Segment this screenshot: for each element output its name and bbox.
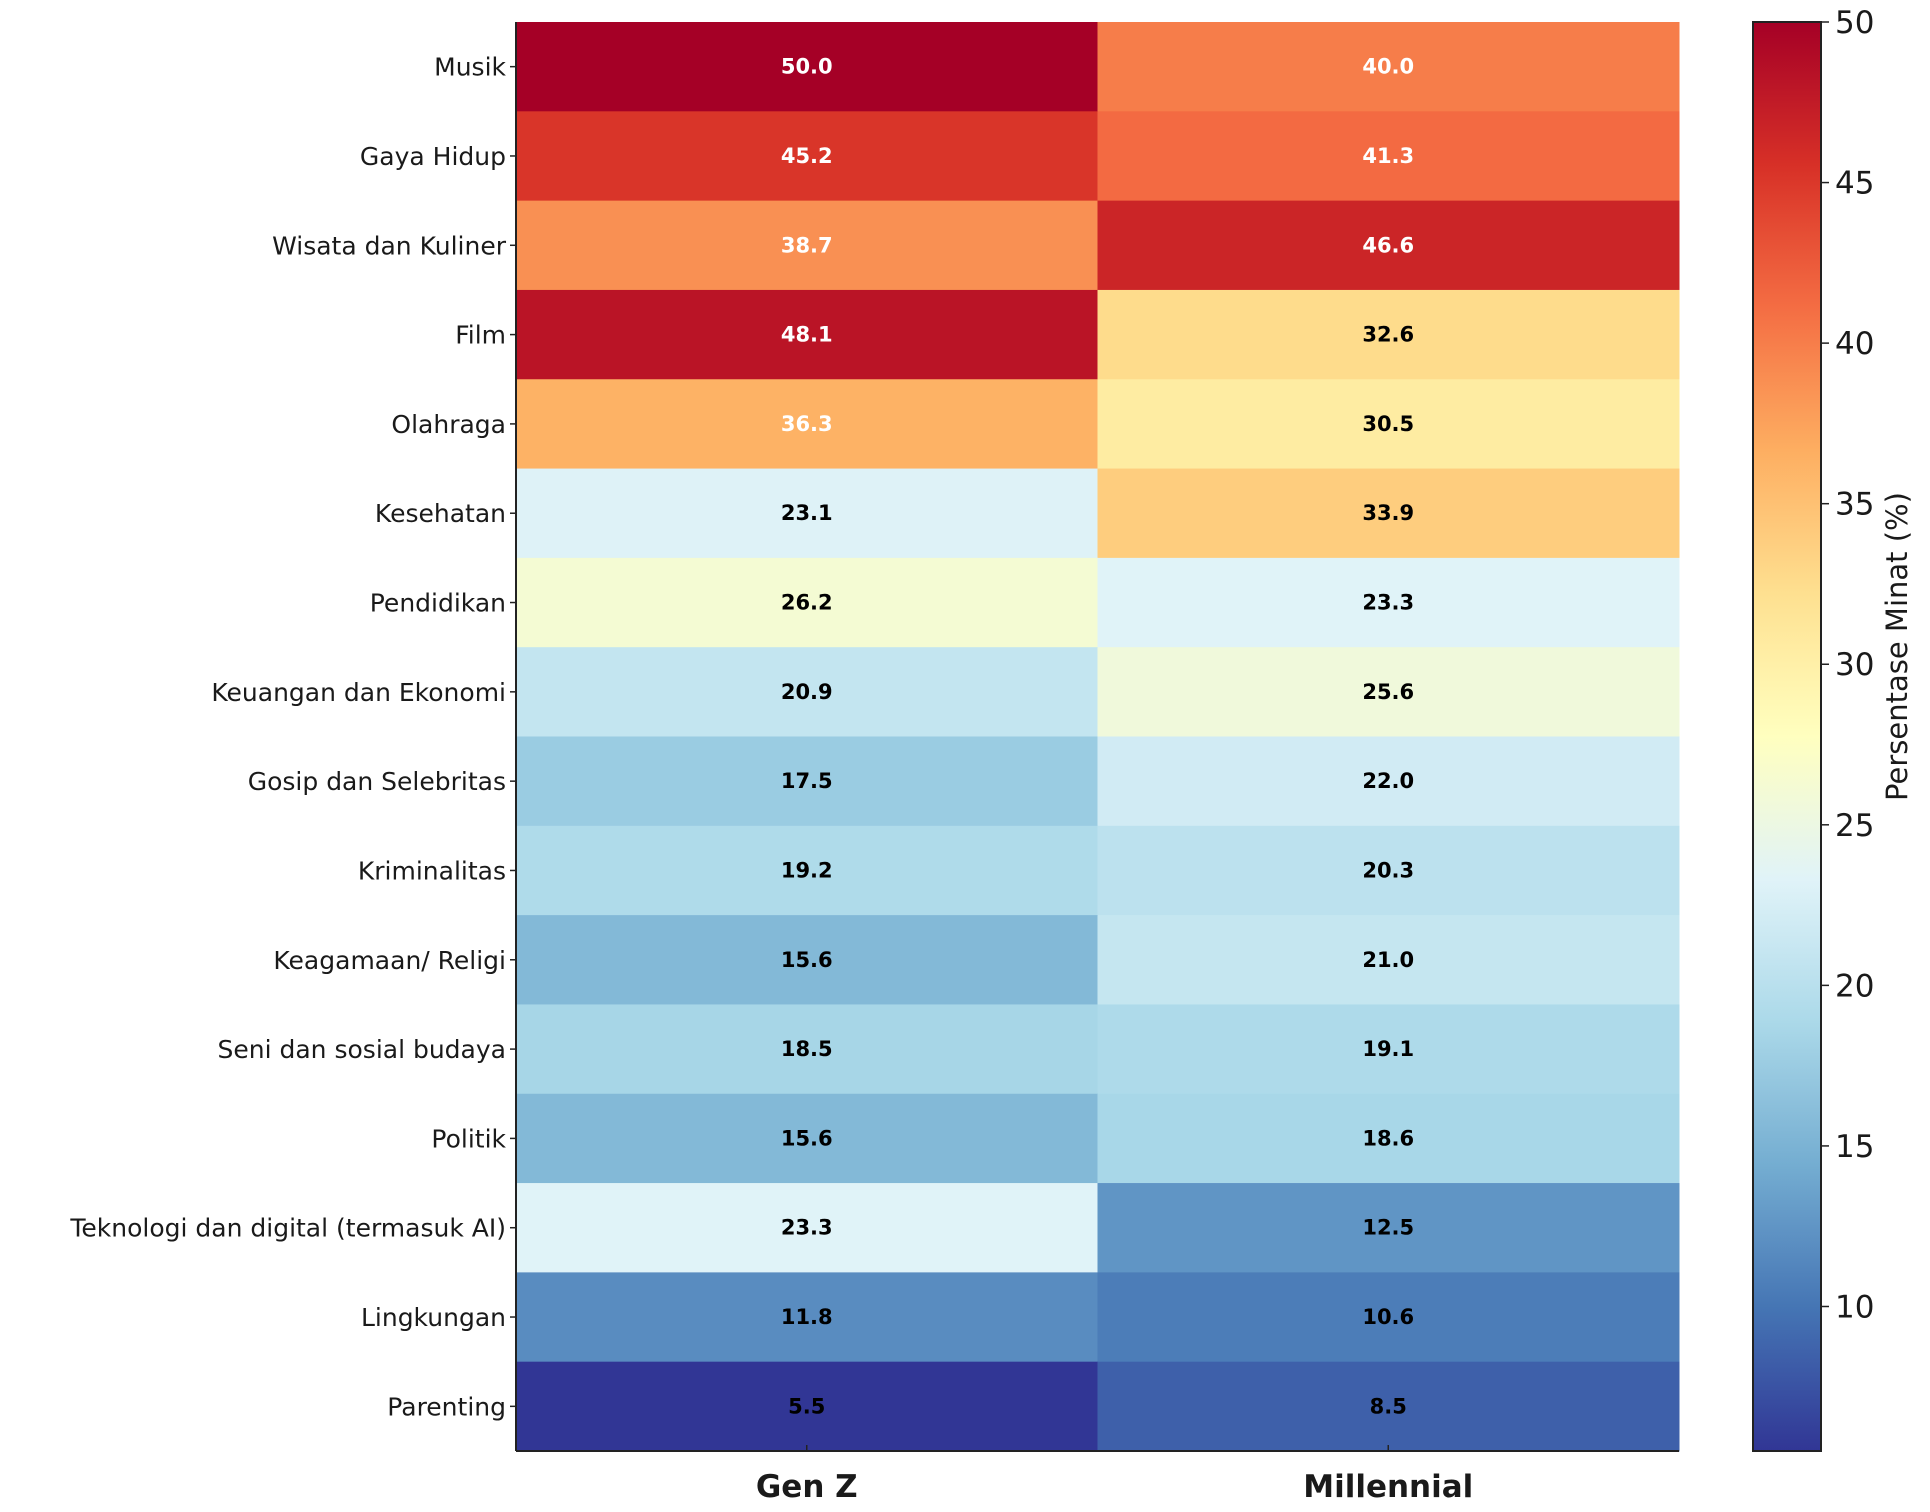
heatmap-cell: [516, 825, 1098, 916]
heatmap-cell: [1097, 647, 1680, 737]
colorbar-tick-label: 35: [1835, 487, 1874, 523]
heatmap-cell: [1097, 557, 1680, 648]
heatmap-cell: [516, 736, 1098, 827]
cell-value-label: 5.5: [788, 1394, 825, 1418]
column-label: Gen Z: [756, 1469, 858, 1505]
colorbar-tick-label: 10: [1835, 1289, 1874, 1325]
row-label: Film: [455, 321, 506, 350]
colorbar: 10 15 20 25 30 35 40 45 50 Persentase Minat (%): [1752, 5, 1914, 1452]
heatmap-cell: [1097, 1361, 1680, 1452]
heatmap-cell: [1097, 825, 1680, 916]
column-labels: Gen Z Millennial: [756, 1445, 1473, 1505]
row-label: Keagamaan/ Religi: [273, 946, 506, 975]
cell-value-label: 11.8: [781, 1305, 833, 1329]
heatmap-cell: [516, 111, 1098, 202]
heatmap-cell: [516, 1272, 1098, 1363]
cell-value-label: 32.6: [1362, 323, 1414, 347]
cell-value-label: 22.0: [1362, 769, 1414, 793]
cell-value-label: 33.9: [1362, 501, 1414, 525]
colorbar-tick-label: 25: [1835, 808, 1874, 844]
cell-value-label: 19.2: [781, 858, 833, 882]
row-labels: Musik Gaya Hidup Wisata dan Kuliner Film Ola…: [69, 53, 516, 1421]
colorbar-tick-label: 45: [1835, 166, 1874, 202]
heatmap-cell: [1097, 1272, 1680, 1363]
cell-value-label: 36.3: [781, 412, 833, 436]
heatmap-cell: [1097, 468, 1680, 559]
column-label: Millennial: [1303, 1469, 1473, 1505]
cell-value-label: 40.0: [1362, 55, 1414, 79]
heatmap-cell: [516, 1183, 1098, 1273]
cell-value-label: 12.5: [1362, 1216, 1414, 1240]
row-label: Teknologi dan digital (termasuk AI): [69, 1214, 506, 1243]
colorbar-tick-label: 40: [1835, 326, 1874, 362]
heatmap-cell: [1097, 915, 1680, 1005]
heatmap-cell: [1097, 736, 1680, 827]
row-label: Olahraga: [391, 410, 506, 439]
cell-value-label: 46.6: [1362, 233, 1414, 257]
cell-value-label: 38.7: [781, 233, 833, 257]
heatmap-cell: [516, 289, 1098, 380]
colorbar-label: Persentase Minat (%): [1880, 492, 1914, 801]
colorbar-tick-label: 50: [1835, 5, 1874, 41]
heatmap-cell: [516, 1093, 1098, 1184]
cell-value-label: 18.5: [781, 1037, 833, 1061]
cell-value-label: 25.6: [1362, 680, 1414, 704]
cell-value-label: 18.6: [1362, 1126, 1414, 1150]
heatmap-cell: [516, 1361, 1098, 1452]
row-label: Pendidikan: [370, 589, 506, 618]
colorbar-tick-label: 30: [1835, 647, 1874, 683]
row-label: Keuangan dan Ekonomi: [211, 678, 506, 707]
cell-value-label: 23.3: [781, 1216, 833, 1240]
heatmap-cell: [516, 647, 1098, 737]
heatmap-cell: [1097, 289, 1680, 380]
row-label: Kesehatan: [375, 499, 506, 528]
heatmap-cell: [1097, 1004, 1680, 1095]
row-label: Parenting: [387, 1392, 506, 1421]
heatmap-cell: [1097, 1183, 1680, 1273]
row-label: Wisata dan Kuliner: [272, 231, 507, 260]
cell-value-label: 21.0: [1362, 948, 1414, 972]
row-label: Kriminalitas: [358, 856, 506, 885]
cell-value-label: 10.6: [1362, 1305, 1414, 1329]
row-label: Lingkungan: [361, 1303, 506, 1332]
colorbar-tick-label: 20: [1835, 968, 1874, 1004]
heatmap-cell: [516, 557, 1098, 648]
cell-value-label: 15.6: [781, 1126, 833, 1150]
heatmap-cell: [516, 200, 1098, 291]
heatmap-cell: [1097, 379, 1680, 470]
heatmap-cell: [1097, 111, 1680, 202]
cell-value-label: 30.5: [1362, 412, 1414, 436]
cell-value-label: 48.1: [781, 323, 833, 347]
cell-value-label: 8.5: [1370, 1394, 1407, 1418]
heatmap-cell: [1097, 22, 1680, 112]
heatmap-cell: [516, 22, 1098, 112]
cell-value-label: 15.6: [781, 948, 833, 972]
row-label: Seni dan sosial budaya: [218, 1035, 507, 1064]
cell-value-label: 41.3: [1362, 144, 1414, 168]
row-label: Politik: [431, 1124, 506, 1153]
heatmap-cells: 50.0 40.0 45.2 41.3 38.7 46.6 48.1 32.6 36.3 30.5…: [515, 22, 1680, 1452]
colorbar-tick-label: 15: [1835, 1129, 1874, 1165]
heatmap-cell: [516, 468, 1098, 559]
heatmap-cell: [1097, 1093, 1680, 1184]
row-label: Gaya Hidup: [360, 142, 506, 171]
cell-value-label: 19.1: [1362, 1037, 1414, 1061]
colorbar-gradient: [1752, 21, 1822, 1452]
cell-value-label: 23.3: [1362, 591, 1414, 615]
heatmap-cell: [516, 379, 1098, 470]
cell-value-label: 20.9: [781, 680, 833, 704]
cell-value-label: 20.3: [1362, 858, 1414, 882]
heatmap-cell: [516, 915, 1098, 1005]
cell-value-label: 45.2: [781, 144, 833, 168]
cell-value-label: 26.2: [781, 591, 833, 615]
row-label: Gosip dan Selebritas: [248, 767, 506, 796]
cell-value-label: 17.5: [781, 769, 833, 793]
heatmap-cell: [516, 1004, 1098, 1095]
heatmap-cell: [1097, 200, 1680, 291]
row-label: Musik: [434, 53, 506, 82]
cell-value-label: 23.1: [781, 501, 833, 525]
cell-value-label: 50.0: [781, 55, 833, 79]
